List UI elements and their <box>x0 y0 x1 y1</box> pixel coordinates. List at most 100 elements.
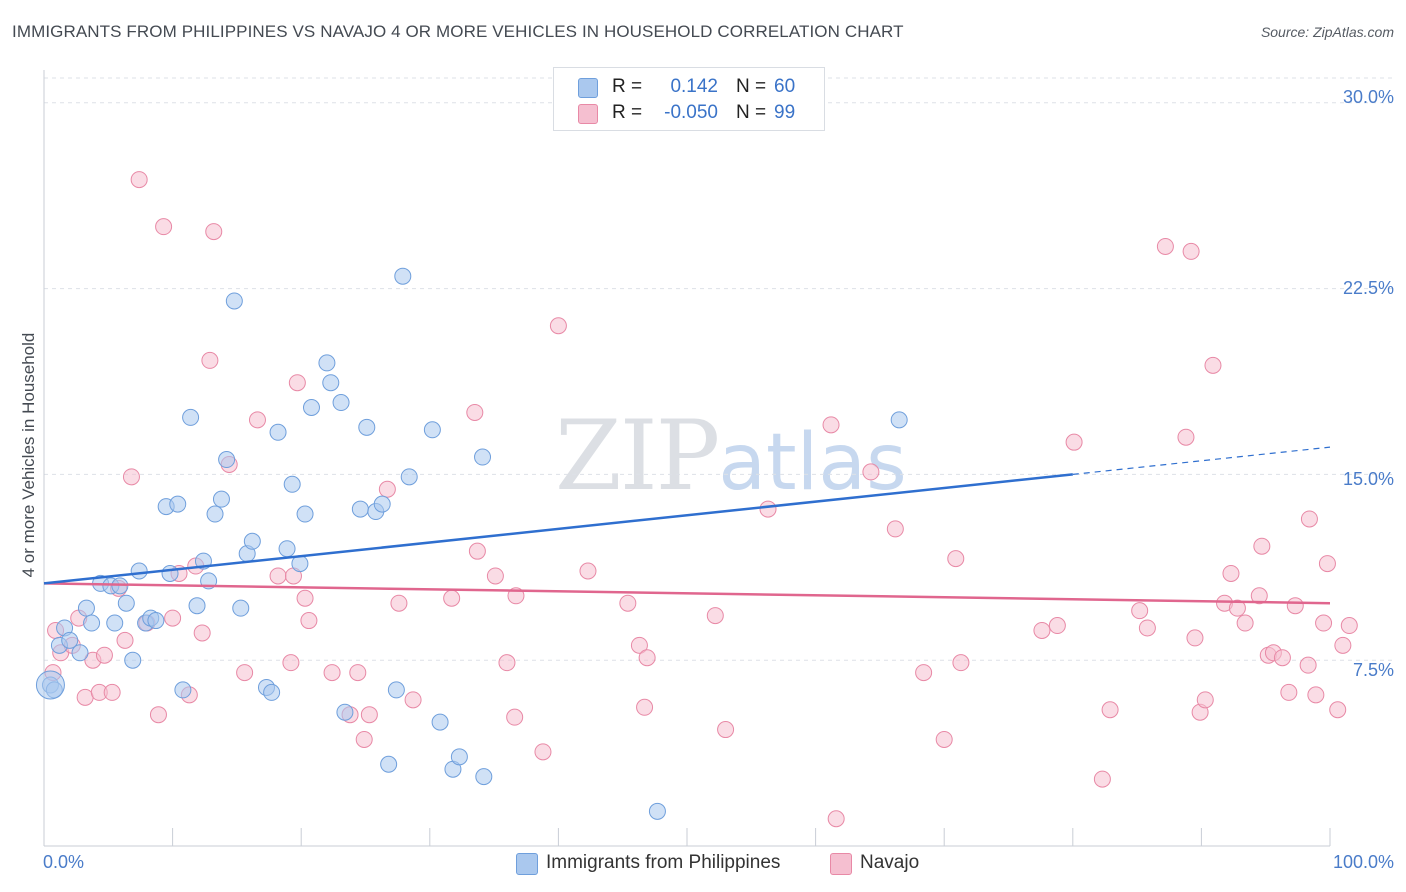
navajo-point <box>1048 617 1066 635</box>
philippines-point <box>117 594 135 612</box>
navajo-point <box>164 609 182 627</box>
navajo-point <box>759 500 777 518</box>
navajo-point <box>130 171 148 189</box>
navajo-point <box>636 698 654 716</box>
y-tick-label-15: 15.0% <box>1342 469 1394 489</box>
navajo-point <box>288 374 306 392</box>
navajo-point <box>390 594 408 612</box>
philippines-point <box>106 614 124 632</box>
philippines-point <box>302 398 320 416</box>
philippines-point <box>161 564 179 582</box>
philippines-point <box>124 651 142 669</box>
philippines-point <box>475 768 493 786</box>
philippines-point <box>174 681 192 699</box>
philippines-point <box>431 713 449 731</box>
y-tick-label-7-5: 7.5% <box>1352 660 1394 680</box>
navajo-point <box>630 636 648 654</box>
x-tick-label-min: 0.0% <box>43 852 85 872</box>
philippines-point <box>387 681 405 699</box>
philippines-point <box>296 505 314 523</box>
source-credit: Source: ZipAtlas.com <box>1260 24 1394 40</box>
navajo-point <box>1334 636 1352 654</box>
navajo-point <box>248 411 266 429</box>
chart-title: IMMIGRANTS FROM PHILIPPINES VS NAVAJO 4 … <box>12 22 904 41</box>
navajo-point <box>717 721 735 739</box>
navajo-point <box>205 223 223 241</box>
navajo-point <box>862 463 880 481</box>
navajo-point <box>822 416 840 434</box>
navajo-point <box>1093 770 1111 788</box>
philippines-point <box>182 408 200 426</box>
philippines-point <box>474 448 492 466</box>
navajo-point <box>1182 242 1200 260</box>
navajo-point <box>1138 619 1156 637</box>
philippines-point <box>243 532 261 550</box>
navajo-point <box>1222 564 1240 582</box>
navajo-point <box>1236 614 1254 632</box>
navajo-point <box>116 631 134 649</box>
navajo-point <box>1286 597 1304 615</box>
philippines-point <box>77 599 95 617</box>
watermark-atlas: atlas <box>718 418 907 508</box>
philippines-point <box>61 631 79 649</box>
navajo-point <box>443 589 461 607</box>
philippines-point <box>278 540 296 558</box>
legend-n-value: 99 <box>774 102 796 123</box>
philippines-points <box>35 267 908 820</box>
philippines-point <box>283 475 301 493</box>
navajo-point <box>506 708 524 726</box>
correlation-legend: R = 0.142 N = 60 R = -0.050 N = 99 <box>553 67 825 131</box>
philippines-point <box>373 495 391 513</box>
navajo-point <box>236 664 254 682</box>
navajo-point <box>952 654 970 672</box>
axes <box>43 70 1331 847</box>
navajo-point <box>1228 599 1246 617</box>
navajo-point <box>1315 614 1333 632</box>
legend-swatch-blue <box>578 78 598 98</box>
navajo-point <box>706 607 724 625</box>
philippines-point <box>394 267 412 285</box>
philippines-point <box>450 748 468 766</box>
gridlines <box>44 77 1392 661</box>
navajo-point <box>404 691 422 709</box>
legend-r-label: R = <box>612 102 643 123</box>
watermark: ZIPatlas <box>555 400 907 512</box>
philippines-point <box>269 423 287 441</box>
navajo-point <box>296 589 314 607</box>
philippines-point <box>169 495 187 513</box>
navajo-point <box>1329 701 1347 719</box>
legend-n-label: N = <box>736 102 767 123</box>
navajo-point <box>378 480 396 498</box>
philippines-trend-extension <box>1072 446 1331 475</box>
navajo-point <box>193 624 211 642</box>
navajo-point <box>1204 356 1222 374</box>
navajo-point <box>498 654 516 672</box>
navajo-point <box>1186 629 1204 647</box>
bottom-legend-label: Navajo <box>860 852 920 873</box>
bottom-legend-swatch-pink <box>830 853 852 875</box>
navajo-point <box>1307 686 1325 704</box>
philippines-cluster-point <box>35 670 65 700</box>
navajo-point <box>149 706 167 724</box>
navajo-point <box>95 646 113 664</box>
navajo-point <box>76 688 94 706</box>
navajo-point <box>1340 617 1358 635</box>
navajo-point <box>122 468 140 486</box>
navajo-point <box>915 664 933 682</box>
philippines-point <box>358 418 376 436</box>
navajo-point <box>1065 433 1083 451</box>
y-tick-label-22-5: 22.5% <box>1342 278 1394 298</box>
navajo-point <box>1131 602 1149 620</box>
navajo-point <box>355 730 373 748</box>
navajo-point <box>1273 649 1291 667</box>
philippines-point <box>890 411 908 429</box>
philippines-point <box>71 644 89 662</box>
philippines-point <box>147 612 165 630</box>
navajo-point <box>1280 683 1298 701</box>
navajo-point <box>827 810 845 828</box>
navajo-point <box>103 683 121 701</box>
bottom-legend-swatch-blue <box>516 853 538 875</box>
navajo-point <box>619 594 637 612</box>
navajo-points <box>44 171 1358 828</box>
philippines-point <box>332 394 350 412</box>
